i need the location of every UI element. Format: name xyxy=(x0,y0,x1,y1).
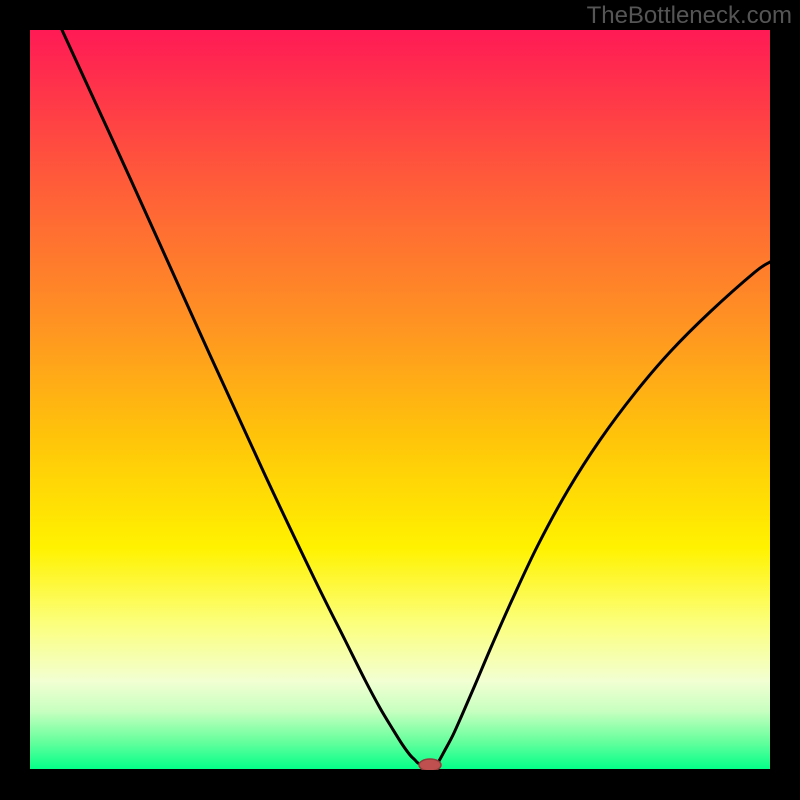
watermark-text: TheBottleneck.com xyxy=(587,2,792,30)
chart-frame: TheBottleneck.com xyxy=(0,0,800,800)
bottleneck-chart xyxy=(30,30,770,770)
chart-svg xyxy=(30,30,770,770)
